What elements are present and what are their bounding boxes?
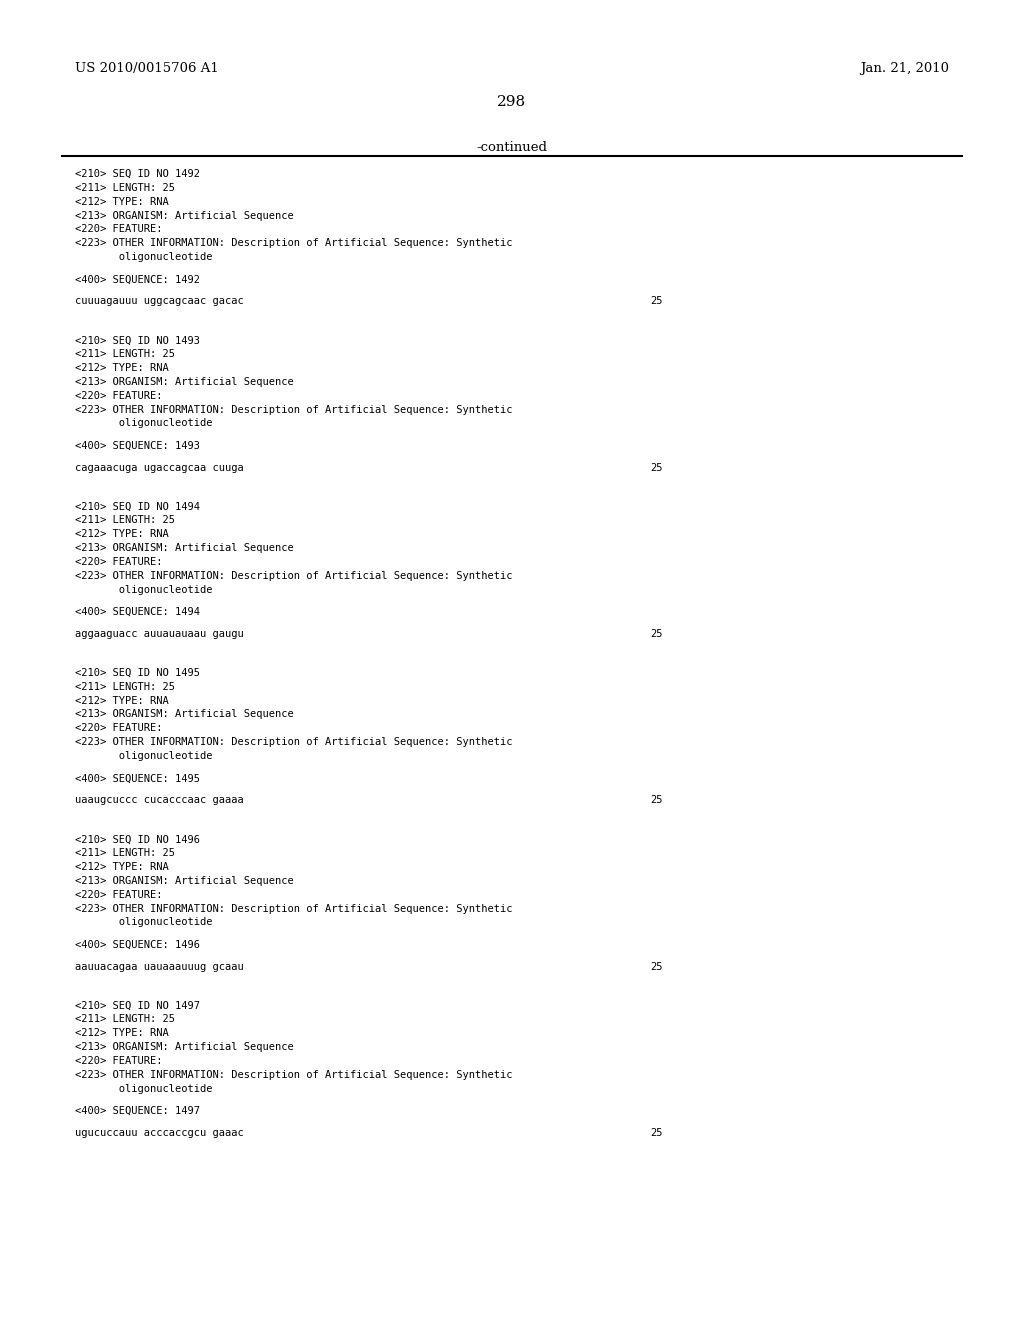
Text: <210> SEQ ID NO 1496: <210> SEQ ID NO 1496 <box>75 834 200 845</box>
Text: 298: 298 <box>498 95 526 110</box>
Text: <220> FEATURE:: <220> FEATURE: <box>75 557 162 568</box>
Text: <211> LENGTH: 25: <211> LENGTH: 25 <box>75 847 175 858</box>
Text: cagaaacuga ugaccagcaa cuuga: cagaaacuga ugaccagcaa cuuga <box>75 463 244 473</box>
Text: 25: 25 <box>650 630 663 639</box>
Text: <210> SEQ ID NO 1493: <210> SEQ ID NO 1493 <box>75 335 200 346</box>
Text: <211> LENGTH: 25: <211> LENGTH: 25 <box>75 182 175 193</box>
Text: -continued: -continued <box>476 141 548 154</box>
Text: ugucuccauu acccaccgcu gaaac: ugucuccauu acccaccgcu gaaac <box>75 1129 244 1138</box>
Text: oligonucleotide: oligonucleotide <box>75 751 212 762</box>
Text: <400> SEQUENCE: 1492: <400> SEQUENCE: 1492 <box>75 275 200 284</box>
Text: <223> OTHER INFORMATION: Description of Artificial Sequence: Synthetic: <223> OTHER INFORMATION: Description of … <box>75 903 512 913</box>
Text: Jan. 21, 2010: Jan. 21, 2010 <box>860 62 949 75</box>
Text: US 2010/0015706 A1: US 2010/0015706 A1 <box>75 62 218 75</box>
Text: <223> OTHER INFORMATION: Description of Artificial Sequence: Synthetic: <223> OTHER INFORMATION: Description of … <box>75 238 512 248</box>
Text: <210> SEQ ID NO 1494: <210> SEQ ID NO 1494 <box>75 502 200 512</box>
Text: <210> SEQ ID NO 1492: <210> SEQ ID NO 1492 <box>75 169 200 180</box>
Text: <400> SEQUENCE: 1494: <400> SEQUENCE: 1494 <box>75 607 200 616</box>
Text: <220> FEATURE:: <220> FEATURE: <box>75 890 162 900</box>
Text: oligonucleotide: oligonucleotide <box>75 917 212 928</box>
Text: <400> SEQUENCE: 1496: <400> SEQUENCE: 1496 <box>75 940 200 949</box>
Text: <213> ORGANISM: Artificial Sequence: <213> ORGANISM: Artificial Sequence <box>75 709 294 719</box>
Text: <212> TYPE: RNA: <212> TYPE: RNA <box>75 696 169 706</box>
Text: 25: 25 <box>650 796 663 805</box>
Text: 25: 25 <box>650 1129 663 1138</box>
Text: 25: 25 <box>650 297 663 306</box>
Text: <400> SEQUENCE: 1493: <400> SEQUENCE: 1493 <box>75 441 200 450</box>
Text: oligonucleotide: oligonucleotide <box>75 418 212 429</box>
Text: <223> OTHER INFORMATION: Description of Artificial Sequence: Synthetic: <223> OTHER INFORMATION: Description of … <box>75 404 512 414</box>
Text: <212> TYPE: RNA: <212> TYPE: RNA <box>75 363 169 374</box>
Text: <211> LENGTH: 25: <211> LENGTH: 25 <box>75 1014 175 1024</box>
Text: <211> LENGTH: 25: <211> LENGTH: 25 <box>75 681 175 692</box>
Text: <213> ORGANISM: Artificial Sequence: <213> ORGANISM: Artificial Sequence <box>75 210 294 220</box>
Text: oligonucleotide: oligonucleotide <box>75 252 212 263</box>
Text: oligonucleotide: oligonucleotide <box>75 585 212 595</box>
Text: <223> OTHER INFORMATION: Description of Artificial Sequence: Synthetic: <223> OTHER INFORMATION: Description of … <box>75 737 512 747</box>
Text: aauuacagaa uauaaauuug gcaau: aauuacagaa uauaaauuug gcaau <box>75 962 244 972</box>
Text: <212> TYPE: RNA: <212> TYPE: RNA <box>75 529 169 540</box>
Text: <211> LENGTH: 25: <211> LENGTH: 25 <box>75 515 175 525</box>
Text: aggaaguacc auuauauaau gaugu: aggaaguacc auuauauaau gaugu <box>75 630 244 639</box>
Text: <223> OTHER INFORMATION: Description of Artificial Sequence: Synthetic: <223> OTHER INFORMATION: Description of … <box>75 570 512 581</box>
Text: <223> OTHER INFORMATION: Description of Artificial Sequence: Synthetic: <223> OTHER INFORMATION: Description of … <box>75 1069 512 1080</box>
Text: <210> SEQ ID NO 1495: <210> SEQ ID NO 1495 <box>75 668 200 678</box>
Text: <213> ORGANISM: Artificial Sequence: <213> ORGANISM: Artificial Sequence <box>75 1041 294 1052</box>
Text: <220> FEATURE:: <220> FEATURE: <box>75 1056 162 1067</box>
Text: 25: 25 <box>650 962 663 972</box>
Text: <212> TYPE: RNA: <212> TYPE: RNA <box>75 1028 169 1039</box>
Text: oligonucleotide: oligonucleotide <box>75 1084 212 1094</box>
Text: 25: 25 <box>650 463 663 473</box>
Text: <220> FEATURE:: <220> FEATURE: <box>75 224 162 235</box>
Text: <211> LENGTH: 25: <211> LENGTH: 25 <box>75 348 175 359</box>
Text: <210> SEQ ID NO 1497: <210> SEQ ID NO 1497 <box>75 1001 200 1011</box>
Text: uaaugcuccc cucacccaac gaaaa: uaaugcuccc cucacccaac gaaaa <box>75 796 244 805</box>
Text: cuuuagauuu uggcagcaac gacac: cuuuagauuu uggcagcaac gacac <box>75 297 244 306</box>
Text: <213> ORGANISM: Artificial Sequence: <213> ORGANISM: Artificial Sequence <box>75 875 294 886</box>
Text: <212> TYPE: RNA: <212> TYPE: RNA <box>75 197 169 207</box>
Text: <400> SEQUENCE: 1495: <400> SEQUENCE: 1495 <box>75 774 200 783</box>
Text: <213> ORGANISM: Artificial Sequence: <213> ORGANISM: Artificial Sequence <box>75 543 294 553</box>
Text: <220> FEATURE:: <220> FEATURE: <box>75 391 162 401</box>
Text: <220> FEATURE:: <220> FEATURE: <box>75 723 162 734</box>
Text: <213> ORGANISM: Artificial Sequence: <213> ORGANISM: Artificial Sequence <box>75 376 294 387</box>
Text: <212> TYPE: RNA: <212> TYPE: RNA <box>75 862 169 873</box>
Text: <400> SEQUENCE: 1497: <400> SEQUENCE: 1497 <box>75 1106 200 1115</box>
